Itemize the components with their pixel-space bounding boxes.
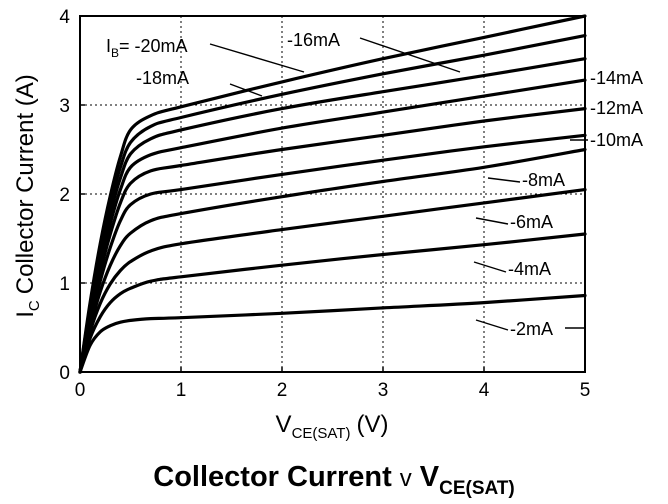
curve-label-4ma: -4mA <box>508 259 551 279</box>
curve-label-16ma: -16mA <box>287 30 340 50</box>
x-ticks: 0 1 2 3 4 5 <box>75 367 591 401</box>
y-axis-var: I <box>12 311 39 318</box>
curve-label-12ma: -12mA <box>590 98 643 118</box>
title-var-sub: CE(SAT) <box>439 478 515 499</box>
x-tick-label: 0 <box>75 380 86 401</box>
x-tick-label: 5 <box>580 380 591 401</box>
leader-line <box>473 261 507 273</box>
x-axis-var: V <box>276 411 292 438</box>
series-line-ib-6mA <box>78 188 587 374</box>
title-var: V <box>420 461 440 493</box>
curves <box>78 14 587 374</box>
y-tick-label: 2 <box>59 185 70 206</box>
chart-title: Collector Current v VCE(SAT) <box>153 461 514 499</box>
leader-line <box>475 217 509 225</box>
curve-label-10ma: -10mA <box>590 130 643 150</box>
curve-label-6ma: -6mA <box>510 212 553 232</box>
leader-line <box>475 319 509 331</box>
series-line-ib-4mA <box>78 232 587 374</box>
y-axis-sub: C <box>26 300 43 311</box>
series-line-ib-20mA <box>78 14 587 374</box>
curve-label-ib-prefix: IB= -20mA <box>106 36 188 60</box>
x-axis-sub: CE(SAT) <box>292 425 351 442</box>
leader-line <box>359 37 461 73</box>
title-connector: v <box>400 465 412 492</box>
y-tick-label: 0 <box>59 363 70 384</box>
curve-label-14ma: -14mA <box>590 68 643 88</box>
leader-line <box>487 177 521 183</box>
leaders <box>209 37 588 331</box>
title-main: Collector Current <box>153 461 392 493</box>
x-tick-label: 3 <box>378 380 389 401</box>
series-line-ib-10mA <box>78 133 587 374</box>
x-axis-title: VCE(SAT) (V) <box>276 411 389 442</box>
y-axis-title: IC Collector Current (A) <box>12 74 43 318</box>
x-tick-label: 1 <box>176 380 187 401</box>
curve-label-2ma: -2mA <box>510 319 553 339</box>
curve-labels: IB= -20mA -16mA -18mA -14mA -12mA -10mA -8mA -6… <box>106 30 643 339</box>
x-tick-label: 2 <box>277 380 288 401</box>
x-axis-unit: (V) <box>356 411 388 438</box>
series-line-ib-8mA <box>78 147 587 374</box>
curve-label-18ma: -18mA <box>136 68 189 88</box>
series-line-ib-2mA <box>78 293 587 374</box>
y-tick-label: 1 <box>59 274 70 295</box>
leader-line <box>209 43 305 73</box>
y-tick-label: 3 <box>59 96 70 117</box>
leader-line <box>229 83 263 97</box>
y-tick-label: 4 <box>59 7 70 28</box>
y-ticks: 0 1 2 3 4 <box>59 7 85 384</box>
y-axis-text: Collector Current (A) <box>12 74 39 294</box>
curve-label-8ma: -8mA <box>522 170 565 190</box>
x-tick-label: 4 <box>479 380 490 401</box>
